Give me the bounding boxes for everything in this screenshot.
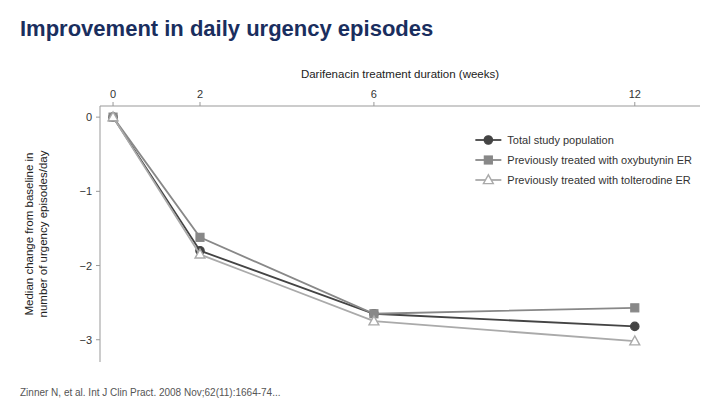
x-tick xyxy=(113,102,114,106)
legend-marker xyxy=(483,175,493,184)
y-axis-label: Median change from baseline innumber of … xyxy=(23,150,49,317)
point xyxy=(109,113,117,121)
x-tick-label: 12 xyxy=(629,88,641,100)
point xyxy=(630,336,640,345)
x-tick-label: 6 xyxy=(371,88,377,100)
x-axis-line xyxy=(100,106,700,107)
series-line xyxy=(113,117,635,314)
legend: Total study population Previously treated… xyxy=(475,134,692,186)
legend-marker xyxy=(484,156,492,164)
y-tick xyxy=(96,117,100,118)
title: Improvement in daily urgency episodes xyxy=(20,16,433,41)
y-axis-label-line: number of urgency episodes/day xyxy=(37,150,49,317)
x-tick xyxy=(200,102,201,106)
point xyxy=(631,304,639,312)
point xyxy=(631,322,639,330)
citation: Zinner N, et al. Int J Clin Pract. 2008 … xyxy=(20,387,281,398)
data-layer xyxy=(108,112,640,345)
point xyxy=(196,233,204,241)
y-tick-label: 0 xyxy=(86,111,92,123)
series xyxy=(109,113,639,318)
x-tick-label: 2 xyxy=(197,88,203,100)
y-tick-label: −2 xyxy=(79,260,92,272)
series-line xyxy=(113,117,635,326)
y-tick xyxy=(96,191,100,192)
y-axis-label-line: Median change from baseline in xyxy=(23,152,35,315)
legend-label: Previously treated with tolterodine ER xyxy=(507,174,690,186)
series xyxy=(109,113,639,331)
x-tick xyxy=(634,102,635,106)
x-tick-label: 0 xyxy=(110,88,116,100)
y-axis-line xyxy=(100,106,101,362)
x-axis-label: Darifenacin treatment duration (weeks) xyxy=(301,68,499,80)
x-tick xyxy=(373,102,374,106)
point xyxy=(108,112,118,121)
y-tick-label: −3 xyxy=(79,334,92,346)
legend-marker xyxy=(484,136,492,144)
point xyxy=(369,316,379,325)
y-tick xyxy=(96,265,100,266)
chart: Improvement in daily urgency episodes Zin… xyxy=(0,0,720,405)
point xyxy=(195,249,205,258)
legend-label: Total study population xyxy=(507,134,613,146)
series xyxy=(108,112,640,345)
y-tick-label: −1 xyxy=(79,185,92,197)
series-line xyxy=(113,117,635,341)
y-tick xyxy=(96,339,100,340)
legend-label: Previously treated with oxybutynin ER xyxy=(507,154,692,166)
